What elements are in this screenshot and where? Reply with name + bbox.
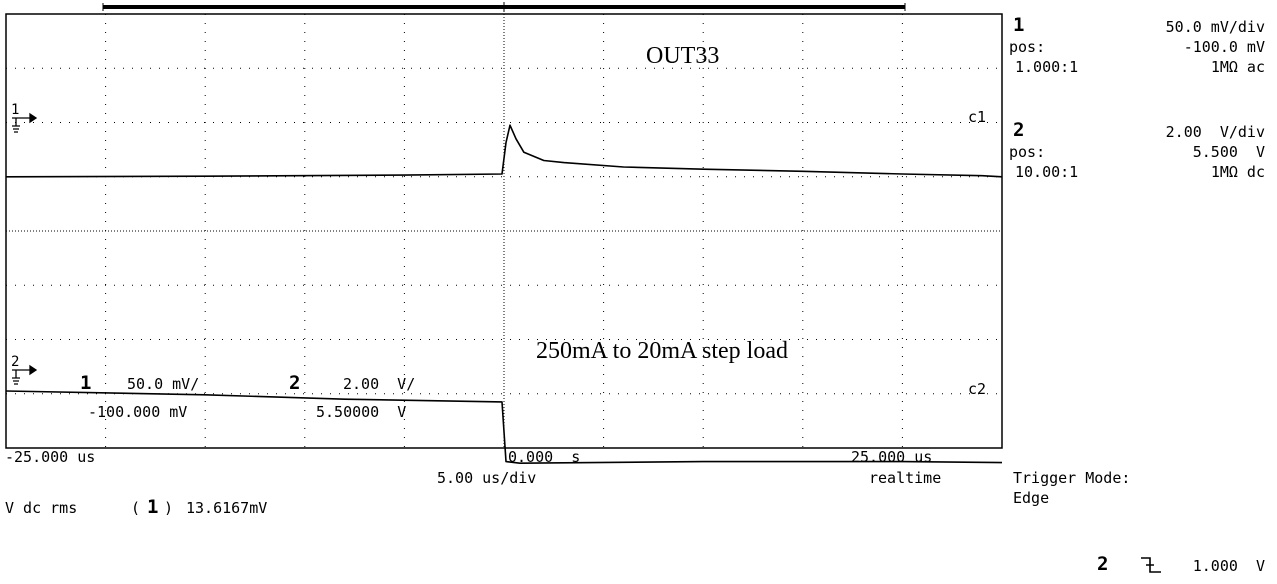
measurement-value: 13.6167mV [186,499,268,517]
svg-text:1: 1 [11,102,19,118]
panel-ch1-coupling: 1MΩ ac [1210,58,1265,76]
grid [6,14,1002,448]
panel-ch1-number: 1 [1013,14,1025,36]
acquisition-mode-label: realtime [869,469,942,487]
panel-ch1-pos-label: pos: [1009,38,1046,56]
panel-ch1-probe: 1.000:1 [1015,58,1079,76]
measurement-close-paren: ) [164,499,174,517]
measurement-label: V dc rms [5,499,78,517]
chart-title: OUT33 [646,43,719,69]
overlay-ch2-scale: 2.00 V/ [343,375,416,393]
ground-marker-ch2: 2 [11,354,38,385]
x-axis-right-label: 25.000 us [851,448,933,466]
trace-c2 [5,390,1003,464]
overlay-ch1-offset: -100.000 mV [88,403,188,421]
x-axis-center-label: 0.000 s [508,448,581,466]
trace-label-c1: c1 [968,108,986,126]
traces [5,124,1003,464]
panel-ch2-number-wrap: 2 [1013,119,1024,141]
svg-text:2: 2 [11,354,19,370]
panel-ch1-scale: 50.0 mV/div [1165,18,1265,36]
panel-ch2-pos-value: 5.500 V [1192,143,1265,161]
timebase-label: 5.00 us/div [437,469,537,487]
trigger-mode-value: Edge [1013,489,1050,507]
trace-c1 [5,124,1003,178]
trigger-mode-label: Trigger Mode: [1013,469,1131,487]
overlay-ch1-group: 1 [80,372,91,394]
panel-ch2-number: 2 [1013,119,1025,141]
trigger-source: 2 [1097,553,1109,575]
measurement-channel-wrap: 1 [147,496,158,518]
overlay-ch2-offset: 5.50000 V [316,403,407,421]
trace-label-c2: c2 [968,380,986,398]
overlay-ch2-group: 2 [289,372,300,394]
panel-ch2-coupling: 1MΩ dc [1210,163,1265,181]
trigger-source-wrap: 2 [1097,553,1108,575]
panel-ch2-scale: 2.00 V/div [1165,123,1265,141]
panel-ch1-pos-value: -100.0 mV [1183,38,1265,56]
falling-edge-icon [1141,557,1161,573]
chart-annotation: 250mA to 20mA step load [536,338,788,364]
measurement-open-paren: ( [131,499,141,517]
overlay-ch1-scale: 50.0 mV/ [127,375,200,393]
x-axis-left-label: -25.000 us [5,448,96,466]
measurement-channel: 1 [147,496,159,518]
overlay-ch1-number: 1 [80,372,92,394]
trigger-level: 1.000 V [1192,557,1265,575]
panel-ch2-pos-label: pos: [1009,143,1046,161]
panel-ch2-probe: 10.00:1 [1015,163,1079,181]
ground-marker-ch1: 1 [11,102,38,133]
panel-ch1-number-wrap: 1 [1013,14,1024,36]
overlay-ch2-number: 2 [289,372,301,394]
